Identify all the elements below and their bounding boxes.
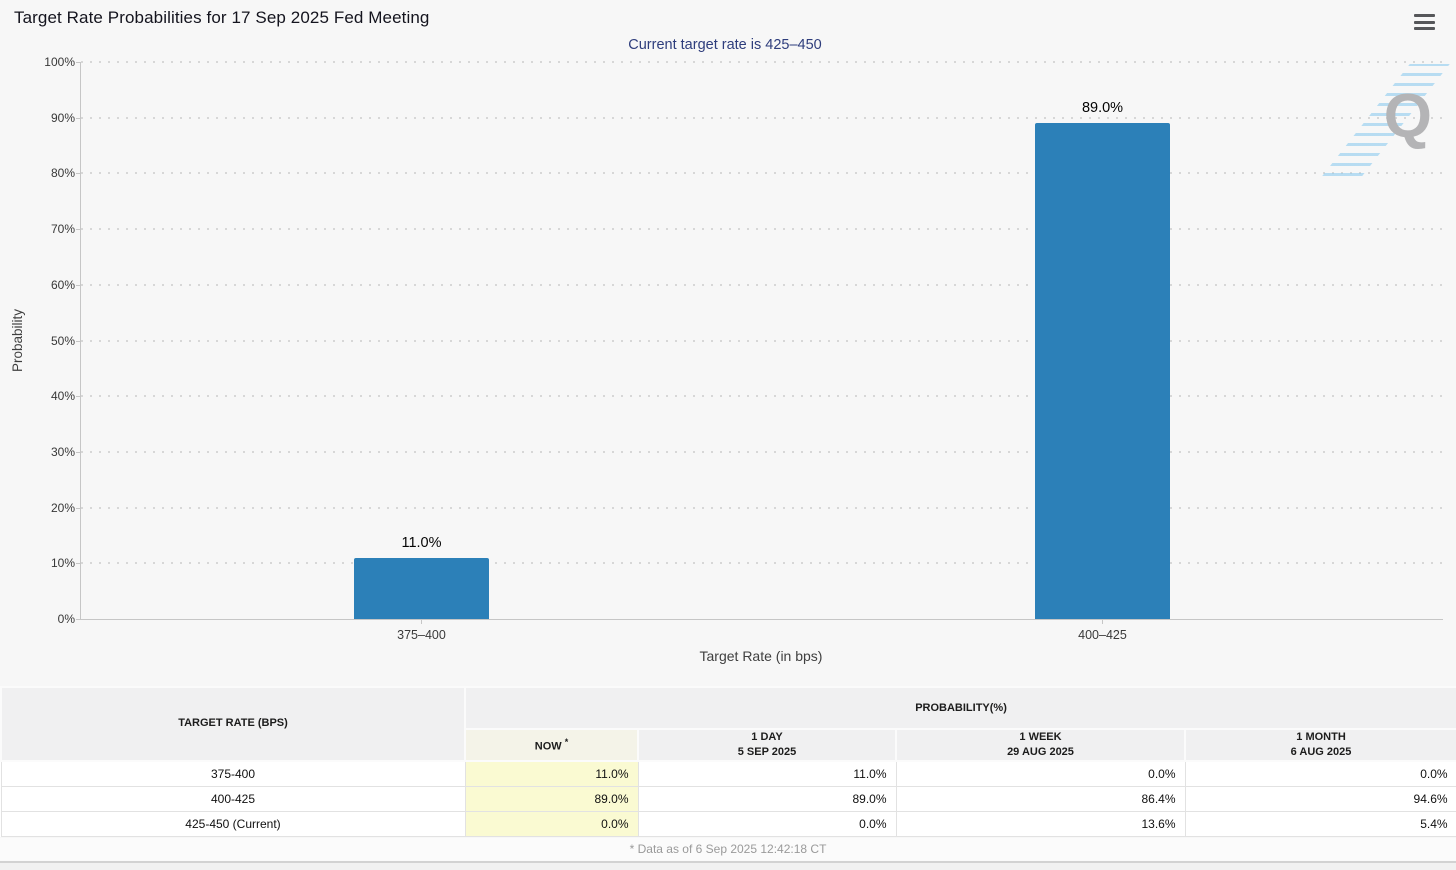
y-tick-mark <box>76 619 81 620</box>
probability-cell: 13.6% <box>895 810 1186 837</box>
y-tick-mark <box>76 563 81 565</box>
gridline <box>81 450 1443 453</box>
table-row: 400-425 89.0% 89.0% 86.4% 94.6% <box>0 785 1456 812</box>
y-tick-label: 90% <box>50 110 75 125</box>
x-tick-mark <box>421 619 422 624</box>
y-tick-mark <box>76 62 81 63</box>
probability-table: TARGET RATE (BPS) PROBABILITY(%) NOW * 1… <box>0 686 1456 837</box>
y-tick-label: 60% <box>50 277 75 292</box>
bar-375–400[interactable] <box>354 557 489 619</box>
table-row: 425-450 (Current) 0.0% 0.0% 13.6% 5.4% <box>0 810 1456 837</box>
hamburger-bar <box>1414 27 1435 30</box>
y-tick-label: 100% <box>44 55 75 69</box>
y-tick-mark <box>76 396 81 398</box>
probability-cell: 89.0% <box>464 785 639 812</box>
col-header-now: NOW * <box>464 728 639 762</box>
data-as-of-note: * Data as of 6 Sep 2025 12:42:18 CT <box>0 838 1456 861</box>
probability-cell: 0.0% <box>1184 760 1456 787</box>
gridline <box>81 395 1443 398</box>
gridline <box>81 339 1443 342</box>
table-row: 375-400 11.0% 11.0% 0.0% 0.0% <box>0 760 1456 787</box>
x-tick-label: 400–425 <box>1078 628 1127 642</box>
q-letter: Q <box>1383 82 1432 151</box>
y-tick-mark <box>76 340 81 342</box>
hamburger-bar <box>1414 14 1435 17</box>
x-tick-label: 375–400 <box>397 628 446 642</box>
y-tick-label: 70% <box>50 222 75 237</box>
probability-cell: 5.4% <box>1184 810 1456 837</box>
bar-400–425[interactable] <box>1035 123 1170 619</box>
col-header-1week: 1 WEEK 29 AUG 2025 <box>895 728 1186 762</box>
y-tick-label: 20% <box>50 500 75 515</box>
y-tick-mark <box>76 507 81 509</box>
rate-table-body: 375-400 11.0% 11.0% 0.0% 0.0% 400-425 89.0% 89.… <box>0 760 1456 837</box>
gridline <box>81 228 1443 231</box>
page-title: Target Rate Probabilities for 17 Sep 202… <box>14 8 430 27</box>
hamburger-menu-button[interactable] <box>1414 14 1435 30</box>
y-tick-label: 10% <box>50 556 75 571</box>
probability-cell: 86.4% <box>895 785 1186 812</box>
plot-area: 0% 10% 20% 30% 40% 50% 60% 70% 80% 90% 100% 11.0% 37… <box>44 55 1443 642</box>
gridline <box>81 283 1443 286</box>
gridline <box>81 61 1443 63</box>
y-tick-mark <box>76 173 81 175</box>
y-tick-label: 40% <box>50 389 75 404</box>
col-header-probability-group: PROBABILITY(%) <box>463 686 1456 730</box>
probability-cell: 0.0% <box>895 760 1186 787</box>
target-rate-cell: 375-400 <box>0 760 466 787</box>
y-tick-label: 80% <box>50 166 75 181</box>
now-asterisk: * <box>564 736 569 747</box>
gridline <box>81 506 1443 509</box>
gridline <box>81 172 1443 175</box>
probability-cell: 11.0% <box>464 760 639 787</box>
chart-subtitle: Current target rate is 425–450 <box>628 37 822 53</box>
probability-cell: 0.0% <box>464 810 639 837</box>
x-axis-title: Target Rate (in bps) <box>699 648 823 664</box>
bar-value-label: 11.0% <box>401 534 442 551</box>
y-tick-mark <box>76 229 81 231</box>
gridline <box>81 116 1443 119</box>
gridline <box>81 562 1443 565</box>
y-tick-mark <box>76 451 81 453</box>
probability-cell: 94.6% <box>1184 785 1456 812</box>
bottom-strip <box>0 863 1456 870</box>
probability-cell: 0.0% <box>637 810 897 837</box>
y-tick-mark <box>76 284 81 286</box>
target-rate-cell: 400-425 <box>0 785 466 812</box>
y-tick-mark <box>76 117 81 119</box>
y-tick-label: 0% <box>57 612 75 626</box>
col-header-1day: 1 DAY 5 SEP 2025 <box>637 728 897 762</box>
q-logo-watermark: Q <box>1322 64 1450 204</box>
probability-cell: 89.0% <box>637 785 897 812</box>
bottom-divider <box>0 861 1456 863</box>
hamburger-bar <box>1414 20 1435 24</box>
col-header-target-rate: TARGET RATE (BPS) <box>0 686 466 762</box>
bar-value-label: 89.0% <box>1081 100 1124 117</box>
y-tick-label: 50% <box>50 333 75 348</box>
x-tick-mark <box>1102 619 1103 624</box>
col-header-1month: 1 MONTH 6 AUG 2025 <box>1183 728 1456 762</box>
y-tick-label: 30% <box>50 444 75 459</box>
probability-cell: 11.0% <box>637 760 897 787</box>
target-rate-cell: 425-450 (Current) <box>0 810 466 837</box>
